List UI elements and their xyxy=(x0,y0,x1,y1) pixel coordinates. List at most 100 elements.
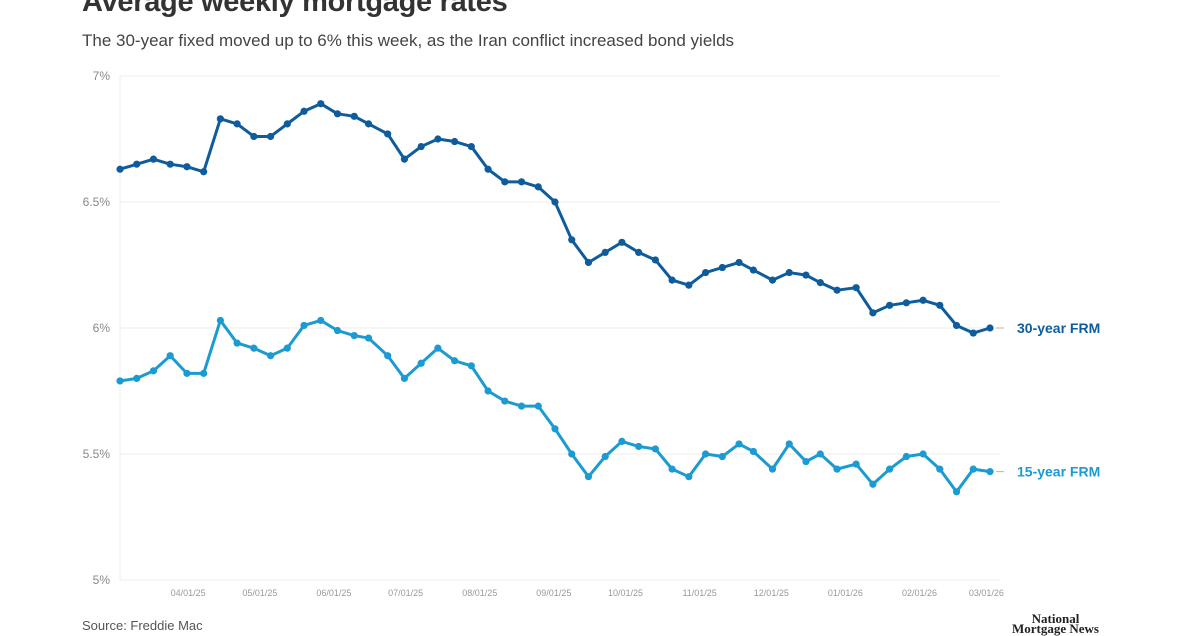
x-tick-label: 02/01/26 xyxy=(902,588,937,598)
chart-title: Average weekly mortgage rates xyxy=(82,0,508,18)
data-point xyxy=(317,100,325,108)
data-point xyxy=(133,374,141,382)
data-point xyxy=(517,178,526,186)
data-point xyxy=(668,276,676,284)
data-point xyxy=(618,437,626,445)
data-point xyxy=(216,316,224,325)
data-point xyxy=(701,450,710,458)
x-tick-label: 08/01/25 xyxy=(462,588,497,598)
x-tick-label: 09/01/25 xyxy=(536,588,571,598)
data-point xyxy=(952,488,961,496)
data-point xyxy=(768,276,777,284)
x-tick-label: 10/01/25 xyxy=(608,588,643,598)
data-point xyxy=(166,352,174,360)
data-point xyxy=(568,236,576,244)
x-tick-label: 07/01/25 xyxy=(388,588,423,598)
data-point xyxy=(952,321,961,330)
data-point xyxy=(869,480,877,488)
data-point xyxy=(333,326,342,335)
data-point xyxy=(434,135,442,143)
data-point xyxy=(735,440,743,448)
x-tick-label: 06/01/25 xyxy=(316,588,351,598)
data-point xyxy=(816,279,824,287)
data-point xyxy=(852,460,860,468)
data-point xyxy=(283,120,291,128)
data-point xyxy=(802,457,810,466)
data-point xyxy=(902,299,910,307)
data-point xyxy=(400,155,409,163)
data-point xyxy=(701,268,710,277)
data-point xyxy=(969,465,977,473)
data-point xyxy=(635,248,643,256)
data-point xyxy=(651,256,659,264)
data-point xyxy=(534,402,542,410)
data-point xyxy=(183,163,191,171)
data-point xyxy=(300,321,308,330)
y-tick-label: 5% xyxy=(93,573,111,587)
data-point xyxy=(317,316,325,325)
data-point xyxy=(250,344,258,352)
data-point xyxy=(768,465,777,473)
data-point xyxy=(300,107,308,115)
data-point xyxy=(133,160,141,168)
series-line-15-year xyxy=(119,318,991,494)
data-point xyxy=(534,183,542,191)
data-point xyxy=(902,452,910,461)
data-point xyxy=(986,324,994,332)
data-point xyxy=(718,263,726,272)
data-point xyxy=(601,248,609,256)
data-point xyxy=(919,450,927,458)
data-point xyxy=(183,369,191,377)
data-point xyxy=(668,465,676,473)
data-point xyxy=(467,142,475,151)
data-point xyxy=(869,309,877,317)
series-label: 30-year FRM xyxy=(1017,320,1100,336)
data-point xyxy=(718,452,726,461)
data-point xyxy=(802,271,810,279)
data-point xyxy=(417,359,425,367)
data-point xyxy=(283,344,291,352)
series-label: 15-year FRM xyxy=(1017,464,1100,480)
data-point xyxy=(417,142,425,151)
data-point xyxy=(936,301,944,309)
data-point xyxy=(969,329,977,337)
data-point xyxy=(200,168,208,176)
x-tick-label: 05/01/25 xyxy=(242,588,277,598)
chart-subtitle: The 30-year fixed moved up to 6% this we… xyxy=(82,31,735,50)
data-point xyxy=(400,374,409,382)
data-point xyxy=(551,425,559,433)
data-point xyxy=(384,352,392,360)
data-point xyxy=(116,165,124,173)
data-point xyxy=(364,120,373,128)
data-point xyxy=(584,473,593,481)
data-point xyxy=(216,115,224,123)
data-point xyxy=(584,258,593,267)
data-point xyxy=(785,268,793,277)
data-point xyxy=(467,362,475,370)
y-tick-label: 7% xyxy=(93,69,111,83)
data-point xyxy=(200,369,208,377)
data-point xyxy=(685,473,693,481)
data-point xyxy=(116,377,124,385)
data-point xyxy=(501,397,509,405)
data-point xyxy=(434,344,442,352)
data-point xyxy=(333,110,342,118)
data-point xyxy=(886,465,894,473)
data-point xyxy=(785,440,793,448)
data-point xyxy=(484,387,492,395)
data-point xyxy=(833,465,841,473)
data-point xyxy=(886,301,894,309)
data-point xyxy=(451,357,459,365)
data-point xyxy=(364,334,373,342)
data-point xyxy=(517,402,526,410)
x-tick-label: 01/01/26 xyxy=(828,588,863,598)
data-point xyxy=(749,266,757,274)
data-point xyxy=(618,238,626,246)
data-point xyxy=(451,137,459,146)
data-point xyxy=(166,160,174,168)
x-tick-label: 04/01/25 xyxy=(171,588,206,598)
x-tick-label: 12/01/25 xyxy=(754,588,789,598)
data-point xyxy=(233,339,241,347)
data-point xyxy=(735,258,743,267)
